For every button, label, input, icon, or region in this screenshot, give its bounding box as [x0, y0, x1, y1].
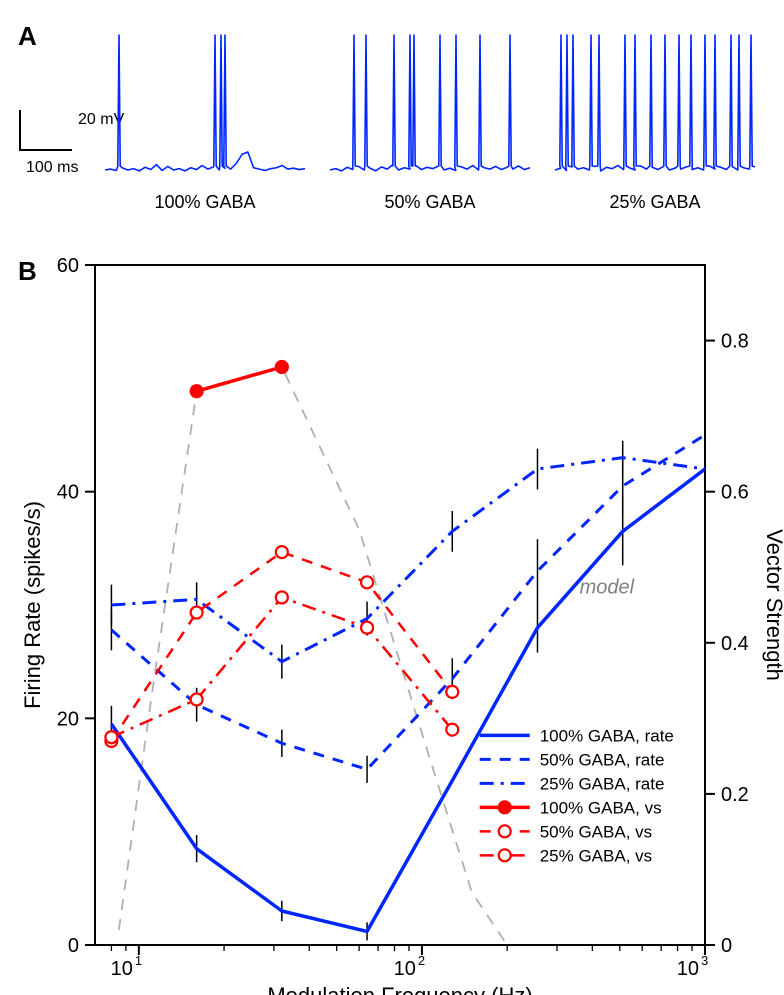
panel-a-trace-label-1: 50% GABA — [384, 192, 475, 212]
y-right-tick-label: 0.4 — [721, 633, 749, 655]
y-left-tick-label: 20 — [57, 708, 79, 730]
y-left-tick-label: 0 — [68, 935, 79, 957]
y-right-tick-label: 0.8 — [721, 331, 749, 353]
legend-marker-4 — [499, 825, 511, 837]
svg-text:10: 10 — [394, 958, 416, 980]
plot-frame — [95, 265, 705, 945]
scale-bar — [20, 110, 72, 150]
series-marker-3 — [191, 385, 203, 397]
panel-a-trace-label-0: 100% GABA — [154, 192, 255, 212]
series-line-2 — [111, 458, 705, 662]
legend-label-5: 25% GABA, vs — [540, 846, 652, 865]
figure-svg: A20 mV100 ms100% GABA50% GABA25% GABAB10… — [0, 0, 784, 995]
series-line-1 — [111, 435, 705, 769]
legend-marker-5 — [499, 849, 511, 861]
panel-a-trace-2 — [555, 35, 755, 171]
model-label: model — [580, 577, 635, 599]
legend-label-2: 25% GABA, rate — [540, 774, 665, 793]
x-tick-label: 103 — [677, 953, 708, 980]
y-right-tick-label: 0 — [721, 935, 732, 957]
legend-label-0: 100% GABA, rate — [540, 726, 674, 745]
panel-b-label: B — [18, 256, 37, 286]
series-marker-5 — [276, 591, 288, 603]
x-tick-label: 101 — [111, 953, 142, 980]
series-marker-4 — [276, 546, 288, 558]
series-line-3 — [197, 367, 282, 391]
svg-text:1: 1 — [135, 953, 142, 968]
series-model — [119, 367, 507, 945]
panel-a-trace-label-2: 25% GABA — [609, 192, 700, 212]
series-marker-5 — [446, 724, 458, 736]
x-axis-label: Modulation Frequency (Hz) — [267, 983, 532, 995]
series-marker-4 — [191, 607, 203, 619]
y-right-axis-label: Vector Strength — [762, 529, 784, 681]
y-left-tick-label: 60 — [57, 255, 79, 277]
scale-x-label: 100 ms — [26, 159, 78, 176]
series-marker-4 — [361, 576, 373, 588]
x-tick-label: 102 — [394, 953, 425, 980]
panel-a-trace-1 — [330, 35, 530, 171]
legend-label-1: 50% GABA, rate — [540, 750, 665, 769]
svg-text:3: 3 — [701, 953, 708, 968]
y-right-tick-label: 0.2 — [721, 784, 749, 806]
y-right-tick-label: 0.6 — [721, 482, 749, 504]
legend-label-4: 50% GABA, vs — [540, 822, 652, 841]
legend-marker-3 — [499, 801, 511, 813]
svg-text:10: 10 — [111, 958, 133, 980]
panel-a-trace-0 — [105, 35, 305, 171]
legend-label-3: 100% GABA, vs — [540, 798, 662, 817]
series-marker-4 — [446, 686, 458, 698]
series-marker-5 — [361, 622, 373, 634]
svg-text:10: 10 — [677, 958, 699, 980]
y-left-tick-label: 40 — [57, 482, 79, 504]
panel-a-label: A — [18, 21, 37, 51]
series-marker-5 — [191, 693, 203, 705]
series-marker-5 — [105, 731, 117, 743]
y-left-axis-label: Firing Rate (spikes/s) — [20, 501, 45, 709]
svg-text:2: 2 — [418, 953, 425, 968]
series-marker-3 — [276, 361, 288, 373]
